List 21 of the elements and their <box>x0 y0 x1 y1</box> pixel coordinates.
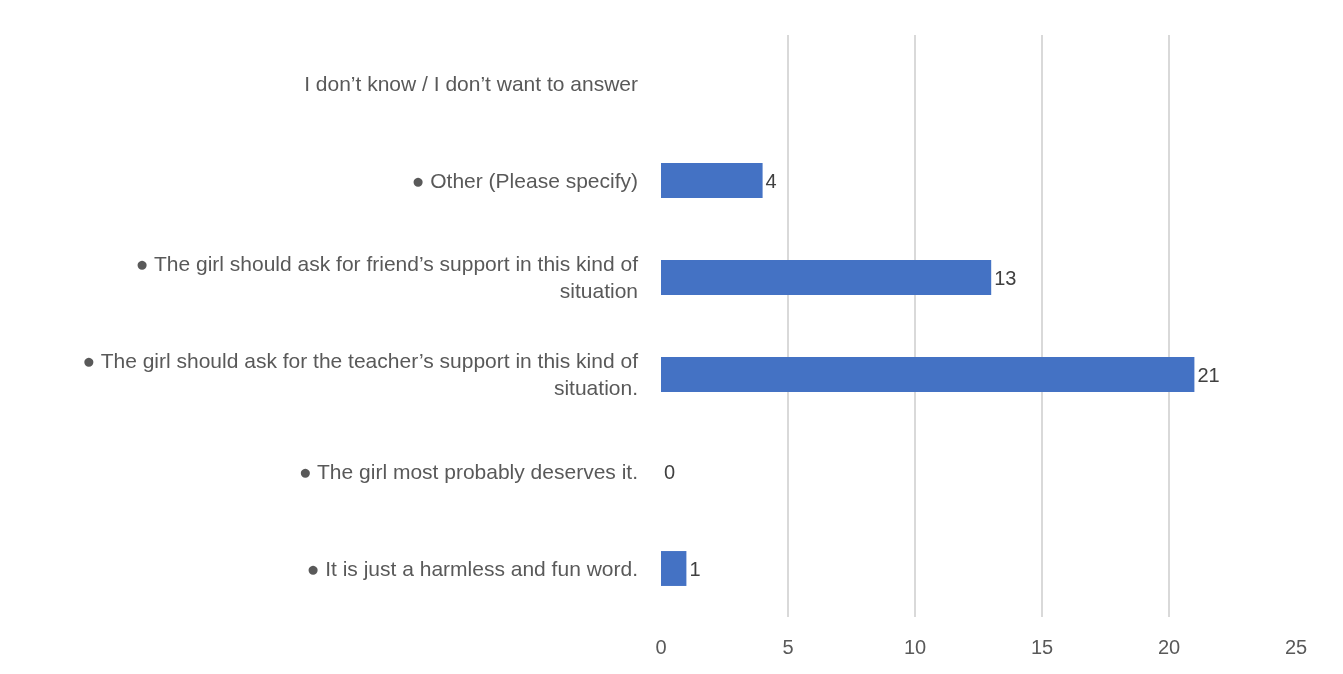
data-label: 4 <box>765 169 777 192</box>
x-tick-label: 10 <box>903 636 927 658</box>
bar <box>661 163 763 198</box>
bar <box>661 551 687 586</box>
data-label: 21 <box>1197 363 1220 386</box>
y-tick-label: ● Other (Please specify) <box>411 168 638 192</box>
y-tick-label: ● The girl most probably deserves it. <box>298 459 638 483</box>
bar <box>661 260 992 295</box>
data-label: 1 <box>689 557 701 580</box>
x-tick-label: 20 <box>1157 636 1181 658</box>
data-label: 0 <box>664 460 676 483</box>
x-tick-label: 5 <box>782 636 794 658</box>
y-tick-label: ● The girl should ask for friend’s support in this kind of situation <box>135 252 639 303</box>
y-tick-label: I don’t know / I don’t want to answer <box>304 71 638 95</box>
y-tick-label: ● The girl should ask for the teacher’s support in this kind of situation. <box>82 349 639 400</box>
data-label: 13 <box>994 266 1017 289</box>
y-tick-label: ● It is just a harmless and fun word. <box>306 556 638 580</box>
x-tick-label: 15 <box>1030 636 1054 658</box>
bar <box>661 357 1195 392</box>
x-tick-label: 0 <box>655 636 667 658</box>
x-tick-label: 25 <box>1284 636 1308 658</box>
